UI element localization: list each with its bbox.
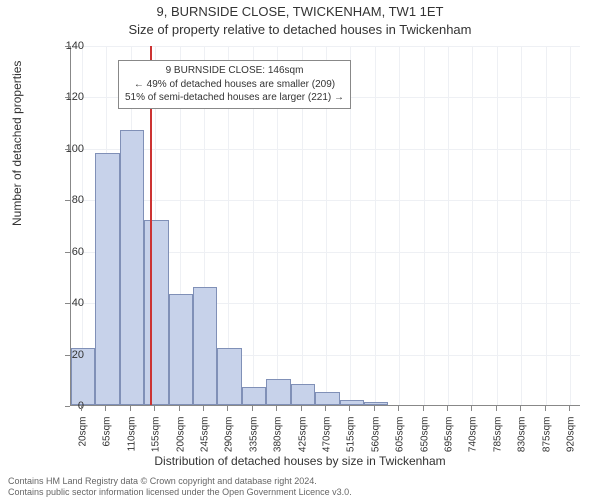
- y-tick-mark: [65, 406, 70, 407]
- x-tick-mark: [471, 406, 472, 411]
- x-tick-label: 470sqm: [322, 417, 333, 467]
- y-tick-mark: [65, 355, 70, 356]
- gridline-v: [570, 46, 571, 405]
- y-tick-mark: [65, 149, 70, 150]
- histogram-bar: [315, 392, 339, 405]
- x-tick-mark: [374, 406, 375, 411]
- x-tick-mark: [301, 406, 302, 411]
- gridline-v: [424, 46, 425, 405]
- x-tick-label: 560sqm: [370, 417, 381, 467]
- chart-title-main: 9, BURNSIDE CLOSE, TWICKENHAM, TW1 1ET: [0, 4, 600, 19]
- gridline-v: [375, 46, 376, 405]
- footer-attribution: Contains HM Land Registry data © Crown c…: [8, 476, 352, 499]
- x-tick-label: 740sqm: [468, 417, 479, 467]
- y-tick-label: 20: [44, 349, 84, 361]
- histogram-bar: [364, 402, 388, 405]
- annotation-line2: ← 49% of detached houses are smaller (20…: [125, 78, 344, 92]
- footer-line1: Contains HM Land Registry data © Crown c…: [8, 476, 352, 487]
- chart-container: 9, BURNSIDE CLOSE, TWICKENHAM, TW1 1ET S…: [0, 0, 600, 500]
- x-tick-label: 155sqm: [151, 417, 162, 467]
- y-tick-label: 40: [44, 297, 84, 309]
- x-tick-mark: [398, 406, 399, 411]
- x-tick-mark: [276, 406, 277, 411]
- x-tick-mark: [252, 406, 253, 411]
- chart-area: 9 BURNSIDE CLOSE: 146sqm← 49% of detache…: [70, 46, 580, 406]
- x-tick-label: 650sqm: [419, 417, 430, 467]
- x-tick-mark: [154, 406, 155, 411]
- y-tick-label: 0: [44, 400, 84, 412]
- x-tick-label: 695sqm: [444, 417, 455, 467]
- x-tick-label: 290sqm: [224, 417, 235, 467]
- x-tick-label: 875sqm: [541, 417, 552, 467]
- x-tick-mark: [520, 406, 521, 411]
- x-tick-label: 335sqm: [248, 417, 259, 467]
- histogram-bar: [120, 130, 144, 405]
- x-tick-mark: [423, 406, 424, 411]
- annotation-box: 9 BURNSIDE CLOSE: 146sqm← 49% of detache…: [118, 60, 351, 109]
- x-tick-label: 245sqm: [199, 417, 210, 467]
- x-tick-mark: [179, 406, 180, 411]
- x-tick-mark: [447, 406, 448, 411]
- y-tick-mark: [65, 200, 70, 201]
- x-tick-label: 65sqm: [102, 417, 113, 467]
- x-tick-label: 605sqm: [395, 417, 406, 467]
- histogram-bar: [95, 153, 119, 405]
- chart-title-sub: Size of property relative to detached ho…: [0, 22, 600, 37]
- x-tick-label: 785sqm: [492, 417, 503, 467]
- x-tick-label: 830sqm: [517, 417, 528, 467]
- x-tick-label: 380sqm: [273, 417, 284, 467]
- y-tick-label: 60: [44, 246, 84, 258]
- y-tick-mark: [65, 97, 70, 98]
- gridline-v: [448, 46, 449, 405]
- histogram-bar: [193, 287, 217, 405]
- x-tick-mark: [569, 406, 570, 411]
- annotation-line3: 51% of semi-detached houses are larger (…: [125, 91, 344, 105]
- gridline-v: [546, 46, 547, 405]
- histogram-bar: [217, 348, 241, 405]
- x-tick-label: 20sqm: [77, 417, 88, 467]
- gridline-v: [399, 46, 400, 405]
- x-tick-label: 200sqm: [175, 417, 186, 467]
- x-tick-label: 110sqm: [126, 417, 137, 467]
- histogram-bar: [266, 379, 290, 405]
- y-tick-mark: [65, 252, 70, 253]
- y-tick-mark: [65, 46, 70, 47]
- gridline-v: [472, 46, 473, 405]
- x-tick-label: 515sqm: [346, 417, 357, 467]
- x-tick-mark: [349, 406, 350, 411]
- footer-line2: Contains public sector information licen…: [8, 487, 352, 498]
- y-tick-label: 100: [44, 143, 84, 155]
- histogram-bar: [242, 387, 266, 405]
- x-tick-label: 920sqm: [566, 417, 577, 467]
- annotation-line1: 9 BURNSIDE CLOSE: 146sqm: [125, 64, 344, 78]
- plot-area: 9 BURNSIDE CLOSE: 146sqm← 49% of detache…: [70, 46, 580, 406]
- y-tick-label: 80: [44, 194, 84, 206]
- x-tick-mark: [227, 406, 228, 411]
- x-tick-mark: [130, 406, 131, 411]
- histogram-bar: [144, 220, 168, 405]
- x-tick-mark: [81, 406, 82, 411]
- y-axis-label: Number of detached properties: [10, 61, 24, 226]
- x-tick-mark: [545, 406, 546, 411]
- y-tick-mark: [65, 303, 70, 304]
- histogram-bar: [169, 294, 193, 405]
- y-tick-label: 140: [44, 40, 84, 52]
- x-tick-mark: [105, 406, 106, 411]
- gridline-v: [497, 46, 498, 405]
- gridline-v: [521, 46, 522, 405]
- x-tick-label: 425sqm: [297, 417, 308, 467]
- y-tick-label: 120: [44, 91, 84, 103]
- x-tick-mark: [203, 406, 204, 411]
- histogram-bar: [291, 384, 315, 405]
- histogram-bar: [340, 400, 364, 405]
- x-tick-mark: [325, 406, 326, 411]
- x-tick-mark: [496, 406, 497, 411]
